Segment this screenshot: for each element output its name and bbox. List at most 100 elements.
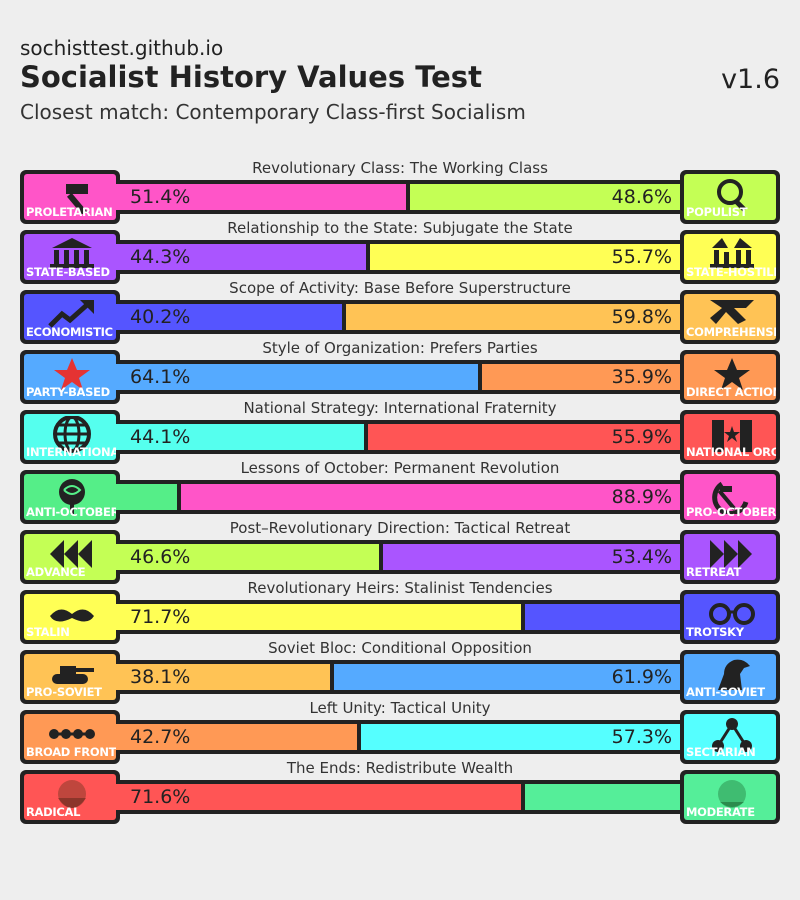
hammer-sickle-icon	[712, 481, 749, 514]
right-ideology-badge: DIRECT ACTION	[680, 350, 780, 404]
right-score-fill	[482, 364, 684, 390]
right-score-text: 88.9%	[611, 486, 672, 508]
axis-title: Relationship to the State: Subjugate the…	[227, 219, 573, 237]
left-score-fill	[116, 664, 331, 690]
government-building-icon	[50, 238, 94, 268]
axis-row: Relationship to the State: Subjugate the…	[20, 219, 780, 284]
left-score-text: 44.1%	[130, 426, 191, 448]
cross-arrows-icon	[710, 300, 754, 324]
right-ideology-tile: STATE-HOSTILE	[684, 234, 776, 280]
left-ideology-label: STALIN	[26, 625, 70, 639]
axis-row: Revolutionary Heirs: Stalinist Tendencie…	[20, 580, 780, 644]
right-ideology-tile: PRO-OCTOBER	[684, 474, 776, 520]
left-ideology-label: STATE-BASED	[26, 265, 110, 279]
right-ideology-label: DIRECT ACTION	[686, 385, 776, 399]
right-ideology-badge: RETREAT	[680, 530, 780, 584]
left-ideology-tile: BROAD FRONT	[24, 714, 116, 760]
left-score-fill	[116, 364, 479, 390]
left-ideology-label: BROAD FRONT	[26, 745, 116, 759]
closest-match: Closest match: Contemporary Class-first …	[20, 100, 526, 124]
left-score-text: 42.7%	[130, 726, 191, 748]
globe-icon	[53, 416, 91, 453]
right-ideology-label: SECTARIAN	[686, 745, 756, 759]
score-bar: 71.7%	[116, 600, 684, 634]
right-score-text: 61.9%	[611, 666, 672, 688]
left-score-fill	[116, 544, 379, 570]
left-score-text: 38.1%	[130, 666, 191, 688]
left-ideology-badge: ECONOMISTIC	[20, 290, 120, 344]
horse-icon	[718, 659, 750, 690]
left-ideology-label: PARTY-BASED	[26, 385, 110, 399]
left-score-text: 46.6%	[130, 546, 191, 568]
version-label: v1.6	[721, 64, 780, 95]
axis-title: National Strategy: International Fratern…	[243, 399, 557, 417]
left-ideology-label: INTERNATIONAL	[26, 445, 116, 459]
left-ideology-label: ANTI-OCTOBER	[26, 505, 116, 519]
linked-dots-icon	[49, 729, 95, 739]
left-score-text: 71.7%	[130, 606, 191, 628]
broken-building-icon	[710, 238, 754, 268]
left-score-text: 64.1%	[130, 366, 191, 388]
right-ideology-label: PRO-OCTOBER	[686, 505, 776, 519]
axis-title: Post–Revolutionary Direction: Tactical R…	[229, 519, 571, 537]
right-score-text: 57.3%	[611, 726, 672, 748]
score-bar: 46.6% 53.4%	[116, 540, 684, 574]
right-ideology-badge: STATE-HOSTILE	[680, 230, 780, 284]
left-ideology-tile: STALIN	[24, 594, 116, 640]
left-ideology-tile: PROLETARIAN	[24, 174, 116, 220]
bernstein-portrait-icon	[718, 780, 746, 808]
right-ideology-badge: ANTI-SOVIET	[680, 650, 780, 704]
left-ideology-label: ADVANCE	[26, 565, 86, 579]
right-ideology-badge: POPULIST	[680, 170, 780, 224]
axis-title: Lessons of October: Permanent Revolution	[240, 459, 560, 477]
left-ideology-badge: BROAD FRONT	[20, 710, 120, 764]
right-ideology-badge: NATIONAL ORG	[680, 410, 780, 464]
right-score-fill	[409, 184, 684, 210]
marx-portrait-icon	[58, 780, 86, 808]
left-ideology-tile: STATE-BASED	[24, 234, 116, 280]
left-ideology-tile: PARTY-BASED	[24, 354, 116, 400]
axis-row: National Strategy: International Fratern…	[20, 399, 780, 464]
axis-title: Soviet Bloc: Conditional Opposition	[268, 639, 532, 657]
right-score-text: 48.6%	[611, 186, 672, 208]
right-ideology-badge: SECTARIAN	[680, 710, 780, 764]
axis-row: Revolutionary Class: The Working Class P…	[20, 159, 780, 224]
axis-row: Scope of Activity: Base Before Superstru…	[20, 280, 780, 344]
right-ideology-tile: POPULIST	[684, 174, 776, 220]
left-score-fill	[116, 604, 522, 630]
right-ideology-label: ANTI-SOVIET	[686, 685, 765, 699]
rising-arrow-icon	[48, 300, 94, 328]
right-score-text: 35.9%	[611, 366, 672, 388]
right-score-fill	[524, 784, 684, 810]
left-ideology-badge: RADICAL	[20, 770, 120, 824]
left-ideology-tile: INTERNATIONAL	[24, 414, 116, 460]
score-bar: 40.2% 59.8%	[116, 300, 684, 334]
right-ideology-badge: PRO-OCTOBER	[680, 470, 780, 524]
right-ideology-label: MODERATE	[686, 805, 755, 819]
left-score-text: 44.3%	[130, 246, 191, 268]
right-score-fill	[360, 724, 684, 750]
axis-title: The Ends: Redistribute Wealth	[286, 759, 514, 777]
left-ideology-badge: PROLETARIAN	[20, 170, 120, 224]
red-star-icon	[54, 358, 90, 390]
right-ideology-label: NATIONAL ORG	[686, 445, 776, 459]
left-ideology-label: ECONOMISTIC	[26, 325, 113, 339]
right-score-fill	[368, 424, 684, 450]
right-ideology-tile: COMPREHENSIVE	[684, 294, 776, 340]
glasses-icon	[709, 603, 755, 625]
national-flag-icon	[712, 420, 752, 452]
axis-row: Lessons of October: Permanent Revolution…	[20, 459, 780, 524]
axis-title: Left Unity: Tactical Unity	[309, 699, 491, 717]
axis-title: Revolutionary Class: The Working Class	[252, 159, 548, 177]
left-ideology-badge: STALIN	[20, 590, 120, 644]
tank-icon	[52, 666, 94, 684]
left-ideology-label: PRO-SOVIET	[26, 685, 102, 699]
left-ideology-tile: RADICAL	[24, 774, 116, 820]
axis-title: Style of Organization: Prefers Parties	[262, 339, 538, 357]
right-ideology-tile: ANTI-SOVIET	[684, 654, 776, 700]
rose-icon	[59, 479, 85, 514]
right-ideology-badge: TROTSKY	[680, 590, 780, 644]
right-ideology-tile: DIRECT ACTION	[684, 354, 776, 400]
score-bar: 44.1% 55.9%	[116, 420, 684, 454]
right-score-text: 53.4%	[611, 546, 672, 568]
